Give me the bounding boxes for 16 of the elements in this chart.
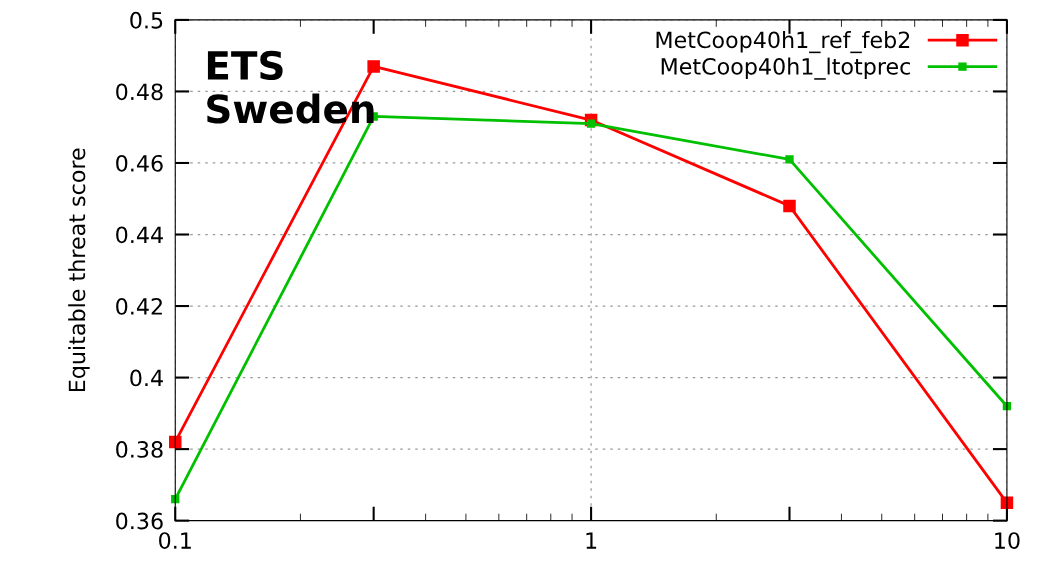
y-tick-label: 0.42	[116, 297, 162, 315]
y-tick-label: 0.44	[116, 226, 163, 244]
legend-label: MetCoop40h1_ref_feb2	[656, 31, 910, 54]
y-tick-label: 0.38	[116, 441, 163, 458]
y-tick-label: 0.46	[116, 154, 163, 172]
y-axis-title: Equitable threat score	[68, 148, 90, 392]
x-tick-label: 0.1	[159, 532, 191, 549]
y-tick-label: 0.4	[130, 369, 163, 387]
x-tick-label: 1	[586, 532, 597, 549]
y-tick-label: 0.36	[116, 512, 163, 530]
legend-label: MetCoop40h1_ltotprec	[661, 57, 910, 80]
point	[586, 119, 596, 128]
y-tick-label: 0.5	[130, 11, 163, 29]
x-tick-label: 10	[995, 532, 1020, 549]
y-tick-label: 0.48	[116, 83, 163, 101]
point	[169, 435, 182, 449]
